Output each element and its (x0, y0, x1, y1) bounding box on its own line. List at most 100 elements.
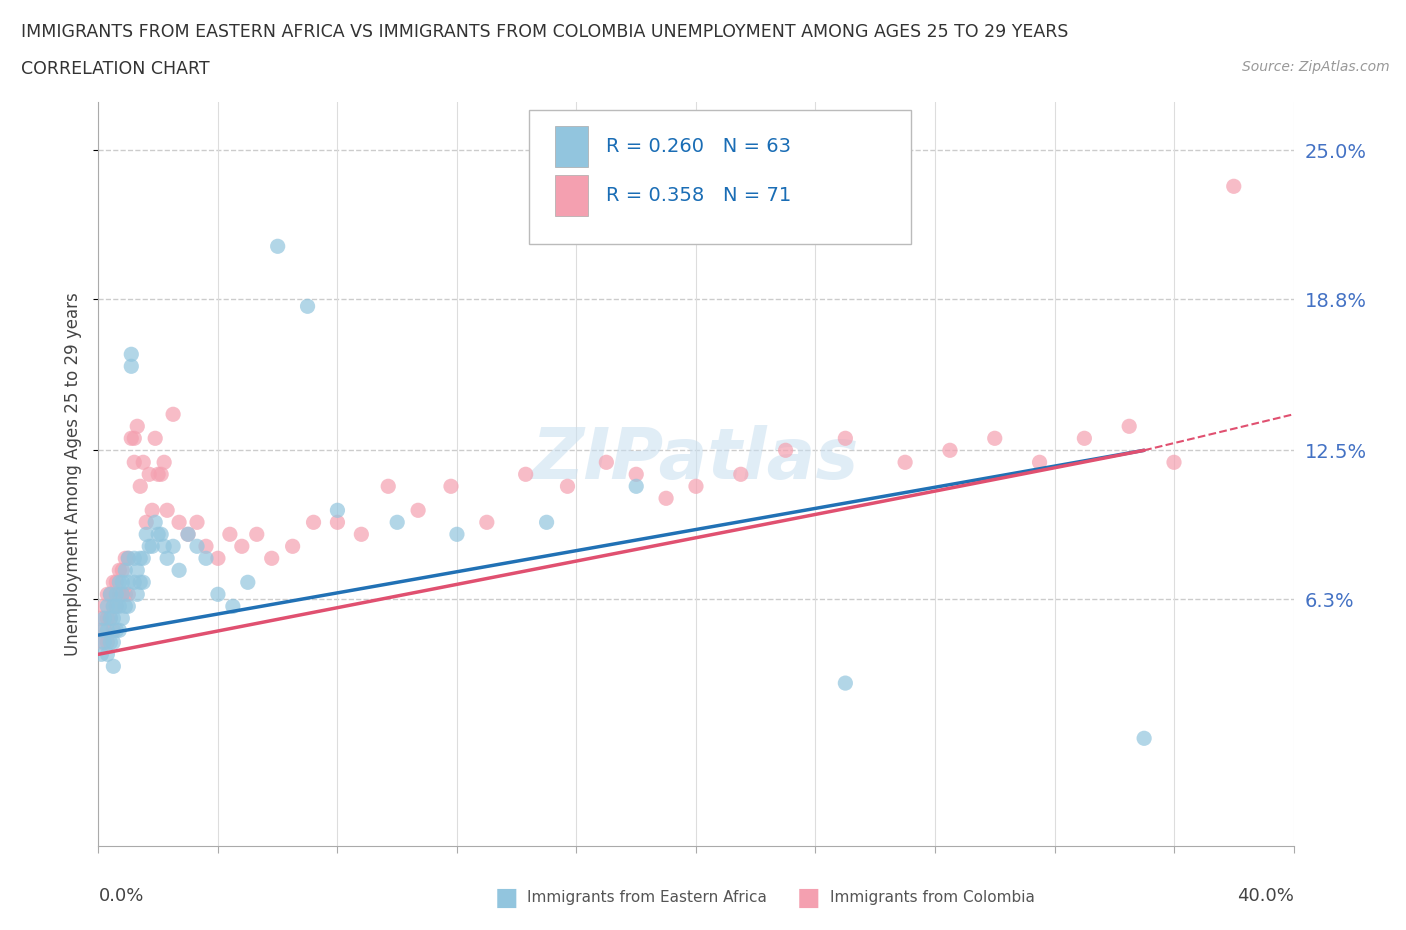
Point (1133, 731, 1156, 746)
Point (108, 575, 131, 590)
Point (281, 538, 304, 553)
Point (98, 611, 122, 626)
Point (103, 599, 125, 614)
Point (162, 406, 184, 421)
Point (141, 503, 163, 518)
Text: Immigrants from Colombia: Immigrants from Colombia (830, 890, 1035, 905)
Point (117, 599, 139, 614)
Point (96, 587, 118, 602)
Point (246, 527, 269, 542)
Point (894, 455, 917, 470)
Text: ■: ■ (797, 885, 820, 910)
Point (939, 443, 962, 458)
Point (626, 479, 648, 494)
Point (114, 563, 136, 578)
Point (103, 658, 125, 673)
Point (150, 527, 173, 542)
Point (93, 623, 115, 638)
Text: ■: ■ (495, 885, 517, 910)
Text: R = 0.260   N = 63: R = 0.260 N = 63 (606, 138, 792, 156)
Point (93, 611, 115, 626)
Point (186, 515, 208, 530)
Point (148, 467, 170, 482)
Point (120, 359, 142, 374)
Point (475, 515, 498, 530)
Point (162, 538, 184, 553)
Point (114, 599, 136, 614)
Point (124, 551, 146, 565)
Point (127, 418, 149, 433)
Point (103, 611, 125, 626)
Point (148, 527, 170, 542)
Point (143, 431, 166, 445)
Point (120, 347, 142, 362)
Point (195, 551, 218, 565)
Y-axis label: Unemployment Among Ages 25 to 29 years: Unemployment Among Ages 25 to 29 years (65, 292, 83, 657)
Point (153, 455, 176, 470)
Point (127, 587, 149, 602)
Point (111, 587, 134, 602)
Point (177, 527, 200, 542)
Point (98, 587, 122, 602)
Point (103, 599, 125, 614)
Point (93, 599, 115, 614)
Text: CORRELATION CHART: CORRELATION CHART (21, 60, 209, 78)
Point (114, 587, 136, 602)
Point (108, 587, 131, 602)
Point (90, 635, 112, 650)
Point (222, 599, 245, 614)
Point (186, 538, 208, 553)
Point (167, 563, 190, 578)
Point (834, 431, 856, 445)
Point (135, 515, 157, 530)
Text: Immigrants from Eastern Africa: Immigrants from Eastern Africa (527, 890, 768, 905)
Point (177, 527, 200, 542)
Point (105, 599, 128, 614)
Text: IMMIGRANTS FROM EASTERN AFRICA VS IMMIGRANTS FROM COLOMBIA UNEMPLOYMENT AMONG AG: IMMIGRANTS FROM EASTERN AFRICA VS IMMIGR… (21, 23, 1069, 41)
Text: R = 0.358   N = 71: R = 0.358 N = 71 (606, 186, 792, 205)
FancyBboxPatch shape (529, 110, 911, 244)
Point (302, 515, 325, 530)
Point (385, 515, 409, 530)
Point (96, 623, 118, 638)
Point (117, 551, 139, 565)
Point (440, 479, 463, 494)
Point (557, 479, 579, 494)
Point (1163, 455, 1185, 470)
Point (406, 503, 429, 518)
Point (105, 575, 128, 590)
Point (90, 623, 112, 638)
Point (103, 623, 125, 638)
Point (117, 587, 139, 602)
Point (350, 527, 373, 542)
Point (96, 599, 118, 614)
Point (143, 515, 166, 530)
Text: 40.0%: 40.0% (1237, 887, 1294, 905)
Point (141, 538, 163, 553)
Point (231, 538, 253, 553)
Point (1223, 179, 1246, 193)
Point (1073, 431, 1095, 445)
Text: 0.0%: 0.0% (98, 887, 143, 905)
Point (595, 455, 617, 470)
Point (236, 575, 259, 590)
Point (103, 635, 125, 650)
Point (536, 515, 558, 530)
Point (132, 551, 155, 565)
Point (124, 455, 146, 470)
Point (626, 467, 648, 482)
Point (96, 611, 118, 626)
Point (207, 587, 229, 602)
Point (90, 647, 112, 662)
Point (138, 538, 160, 553)
Point (124, 575, 146, 590)
Point (103, 575, 125, 590)
Point (655, 491, 678, 506)
Text: ZIPatlas: ZIPatlas (533, 425, 859, 494)
Text: Source: ZipAtlas.com: Source: ZipAtlas.com (1241, 60, 1389, 74)
Point (297, 299, 319, 313)
Point (167, 515, 190, 530)
Point (108, 563, 131, 578)
Point (129, 575, 152, 590)
Point (105, 587, 128, 602)
